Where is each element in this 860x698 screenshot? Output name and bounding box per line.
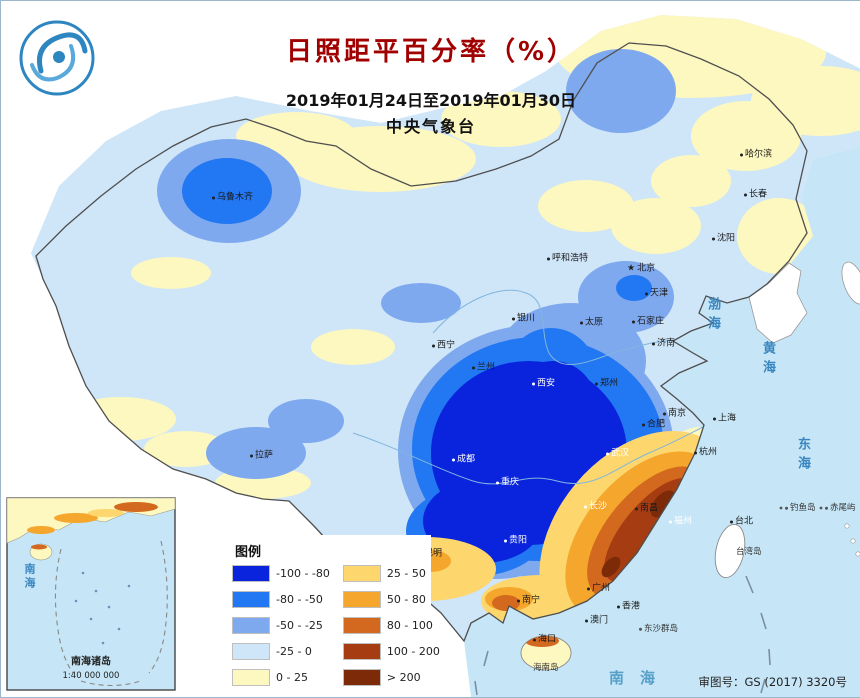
legend-item: 100 - 200 bbox=[342, 643, 440, 660]
taiwan-island bbox=[714, 523, 746, 579]
legend-box: 图例 -100 - -80 -80 - -50 -50 - -25 -25 - 0 0 … bbox=[223, 535, 440, 694]
ocean bbox=[464, 146, 860, 697]
ryukyu-island bbox=[850, 538, 856, 544]
legend-label: 0 - 25 bbox=[276, 671, 308, 684]
map-approval-number: 审图号：GS (2017) 3320号 bbox=[698, 675, 847, 689]
hainan-island bbox=[520, 635, 572, 671]
inset-scale-label: 1:40 000 000 bbox=[62, 671, 120, 681]
legend-item: -25 - 0 bbox=[232, 643, 330, 660]
legend-item: > 200 bbox=[342, 669, 440, 686]
china-border bbox=[35, 42, 808, 643]
nine-dash-line bbox=[474, 575, 771, 696]
legend-label: 25 - 50 bbox=[386, 567, 426, 580]
legend-swatch bbox=[342, 591, 381, 608]
legend-label: -80 - -50 bbox=[276, 593, 323, 606]
legend-title: 图例 bbox=[235, 545, 262, 560]
legend-label: > 200 bbox=[386, 671, 421, 684]
ryukyu-island bbox=[844, 523, 850, 529]
legend-grid: -100 - -80 -80 - -50 -50 - -25 -25 - 0 0 - 2… bbox=[232, 565, 440, 686]
legend-swatch bbox=[342, 643, 381, 660]
yellow-river bbox=[432, 289, 697, 366]
legend-label: -100 - -80 bbox=[276, 567, 330, 580]
south-china-sea-inset bbox=[6, 497, 176, 691]
legend-item: -80 - -50 bbox=[232, 591, 330, 608]
legend-swatch bbox=[342, 565, 381, 582]
legend-item: -100 - -80 bbox=[232, 565, 330, 582]
legend-swatch bbox=[232, 565, 270, 582]
legend-swatch bbox=[232, 617, 270, 634]
legend-swatch bbox=[232, 669, 270, 686]
legend-item: 25 - 50 bbox=[342, 565, 440, 582]
korea-peninsula bbox=[748, 262, 808, 344]
legend-swatch bbox=[342, 617, 381, 634]
legend-swatch bbox=[232, 591, 270, 608]
inset-title: 南海诸岛 bbox=[71, 656, 111, 668]
legend-label: 80 - 100 bbox=[386, 619, 433, 632]
inset-sea-label: 南海 bbox=[23, 563, 36, 591]
chiwei-island-dot bbox=[819, 506, 823, 510]
legend-label: 50 - 80 bbox=[386, 593, 426, 606]
legend-label: 100 - 200 bbox=[386, 645, 440, 658]
legend-swatch bbox=[232, 643, 270, 660]
ryukyu-island bbox=[855, 551, 860, 557]
legend-label: -50 - -25 bbox=[276, 619, 323, 632]
inset-island-dots bbox=[74, 571, 131, 645]
yangtze-river bbox=[352, 426, 704, 485]
legend-swatch bbox=[342, 669, 381, 686]
inset-nine-dash bbox=[54, 540, 168, 687]
legend-item: 80 - 100 bbox=[342, 617, 440, 634]
legend-item: 0 - 25 bbox=[232, 669, 330, 686]
legend-label: -25 - 0 bbox=[276, 645, 312, 658]
japan-island bbox=[841, 261, 860, 305]
cma-logo bbox=[19, 20, 95, 96]
legend-item: 50 - 80 bbox=[342, 591, 440, 608]
legend-item: -50 - -25 bbox=[232, 617, 330, 634]
diaoyu-island-dot bbox=[779, 506, 783, 510]
